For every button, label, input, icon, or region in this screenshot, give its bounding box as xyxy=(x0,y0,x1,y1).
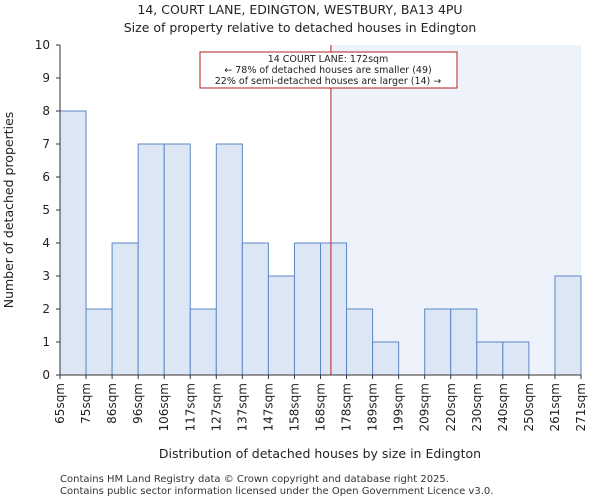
bars-group xyxy=(59,110,582,376)
x-tick-label-230sqm: 230sqm xyxy=(470,383,484,431)
x-tick-label-250sqm: 250sqm xyxy=(522,383,536,431)
x-tick-label-147sqm: 147sqm xyxy=(261,383,275,431)
y-tick-label-5: 5 xyxy=(42,203,50,217)
bar-230sqm xyxy=(476,341,504,376)
y-tick-label-10: 10 xyxy=(35,38,50,52)
bar-86sqm xyxy=(111,242,139,376)
footer-line-1: Contains HM Land Registry data © Crown c… xyxy=(60,474,449,485)
x-tick-label-199sqm: 199sqm xyxy=(392,383,406,431)
bar-189sqm xyxy=(372,341,400,376)
bar-261sqm xyxy=(554,275,582,376)
x-tick-label-106sqm: 106sqm xyxy=(157,383,171,431)
x-tick-label-158sqm: 158sqm xyxy=(287,383,301,431)
bar-65sqm xyxy=(59,110,87,376)
bar-158sqm xyxy=(293,242,322,376)
annotation-line-1: 14 COURT LANE: 172sqm xyxy=(268,54,389,65)
bar-168sqm xyxy=(320,242,348,376)
y-tick-label-8: 8 xyxy=(42,104,50,118)
y-tick-label-6: 6 xyxy=(42,170,50,184)
x-tick-label-75sqm: 75sqm xyxy=(79,383,93,424)
annotation-line-2: ← 78% of detached houses are smaller (49… xyxy=(224,65,431,76)
x-tick-labels: 65sqm 75sqm 86sqm 96sqm 106sqm 117sqm 127sqm 13… xyxy=(53,383,588,431)
x-tick-label-261sqm: 261sqm xyxy=(548,383,562,431)
y-tick-label-4: 4 xyxy=(42,236,50,250)
chart-subtitle: Size of property relative to detached ho… xyxy=(124,20,477,35)
annotation-line-3: 22% of semi-detached houses are larger (… xyxy=(215,76,442,87)
bar-96sqm xyxy=(137,143,165,376)
bar-147sqm xyxy=(267,275,295,376)
bar-117sqm xyxy=(189,308,217,376)
y-tick-label-2: 2 xyxy=(42,302,50,316)
x-tick-label-127sqm: 127sqm xyxy=(209,383,223,431)
footer-line-2: Contains public sector information licen… xyxy=(60,486,493,497)
bar-220sqm xyxy=(450,308,478,376)
x-tick-label-96sqm: 96sqm xyxy=(131,383,145,424)
bar-127sqm xyxy=(215,143,243,376)
x-tick-label-117sqm: 117sqm xyxy=(183,383,197,431)
y-tick-labels: 0 1 2 3 4 5 6 7 8 9 10 xyxy=(35,38,50,382)
x-axis-label: Distribution of detached houses by size … xyxy=(159,446,481,461)
chart-title: 14, COURT LANE, EDINGTON, WESTBURY, BA13… xyxy=(137,2,462,17)
bar-240sqm xyxy=(502,341,530,376)
x-tick-label-240sqm: 240sqm xyxy=(496,383,510,431)
bar-178sqm xyxy=(346,308,374,376)
y-tick-label-9: 9 xyxy=(42,71,50,85)
bar-137sqm xyxy=(241,242,269,376)
x-tick-label-65sqm: 65sqm xyxy=(53,383,67,424)
x-tick-label-86sqm: 86sqm xyxy=(105,383,119,424)
x-tick-label-189sqm: 189sqm xyxy=(366,383,380,431)
x-tick-label-209sqm: 209sqm xyxy=(418,383,432,431)
y-tick-label-0: 0 xyxy=(42,368,50,382)
x-tick-label-178sqm: 178sqm xyxy=(340,383,354,431)
y-tick-label-7: 7 xyxy=(42,137,50,151)
annotation-box: 14 COURT LANE: 172sqm ← 78% of detached … xyxy=(199,51,458,89)
bar-75sqm xyxy=(85,308,113,376)
bar-209sqm xyxy=(424,308,452,376)
y-tick-label-3: 3 xyxy=(42,269,50,283)
x-tick-label-168sqm: 168sqm xyxy=(314,383,328,431)
x-tick-label-271sqm: 271sqm xyxy=(574,383,588,431)
y-axis-label: Number of detached properties xyxy=(1,112,16,309)
x-tick-label-220sqm: 220sqm xyxy=(444,383,458,431)
bar-106sqm xyxy=(163,143,191,376)
x-tick-label-137sqm: 137sqm xyxy=(235,383,249,431)
axes-group xyxy=(56,44,582,379)
y-tick-label-1: 1 xyxy=(42,335,50,349)
